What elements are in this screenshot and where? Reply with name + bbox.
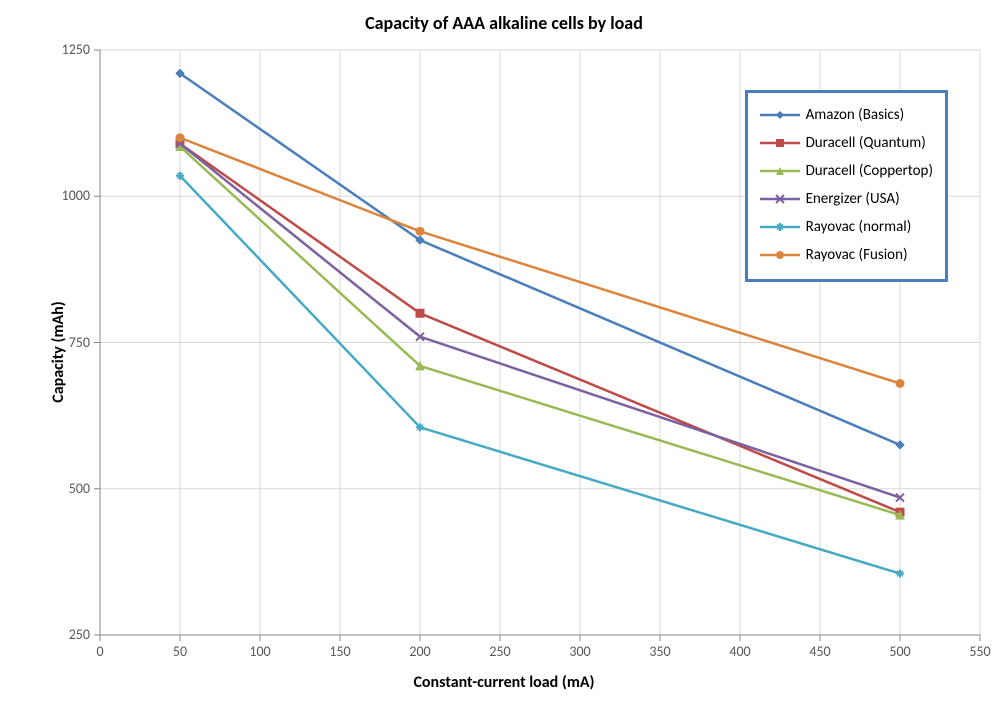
x-tick-label: 0 (85, 643, 115, 660)
x-tick-label: 50 (165, 643, 195, 660)
x-tick-label: 400 (725, 643, 755, 660)
x-tick-label: 500 (885, 643, 915, 660)
y-tick-label: 1000 (62, 187, 90, 204)
y-tick-label: 250 (69, 626, 90, 643)
x-tick-label: 550 (965, 643, 995, 660)
legend-swatch (760, 161, 800, 181)
legend-swatch (760, 105, 800, 125)
legend-label: Amazon (Basics) (806, 106, 905, 124)
chart-container: Capacity of AAA alkaline cells by load C… (0, 0, 1008, 704)
legend-label: Duracell (Coppertop) (806, 162, 933, 180)
legend-item: Duracell (Quantum) (760, 129, 933, 157)
x-tick-label: 150 (325, 643, 355, 660)
legend-swatch (760, 245, 800, 265)
legend-swatch (760, 189, 800, 209)
legend-label: Duracell (Quantum) (806, 134, 926, 152)
legend-label: Rayovac (Fusion) (806, 246, 908, 264)
legend-item: Rayovac (Fusion) (760, 241, 933, 269)
y-tick-label: 750 (69, 334, 90, 351)
legend-swatch (760, 217, 800, 237)
x-tick-label: 200 (405, 643, 435, 660)
x-tick-label: 250 (485, 643, 515, 660)
legend-label: Rayovac (normal) (806, 218, 912, 236)
x-tick-label: 350 (645, 643, 675, 660)
legend-item: Rayovac (normal) (760, 213, 933, 241)
legend-item: Amazon (Basics) (760, 101, 933, 129)
legend-swatch (760, 133, 800, 153)
y-tick-label: 1250 (62, 41, 90, 58)
legend: Amazon (Basics) Duracell (Quantum) Duracel… (745, 90, 948, 282)
legend-item: Duracell (Coppertop) (760, 157, 933, 185)
legend-label: Energizer (USA) (806, 190, 900, 208)
x-tick-label: 100 (245, 643, 275, 660)
x-tick-label: 300 (565, 643, 595, 660)
y-tick-label: 500 (69, 480, 90, 497)
x-tick-label: 450 (805, 643, 835, 660)
legend-item: Energizer (USA) (760, 185, 933, 213)
